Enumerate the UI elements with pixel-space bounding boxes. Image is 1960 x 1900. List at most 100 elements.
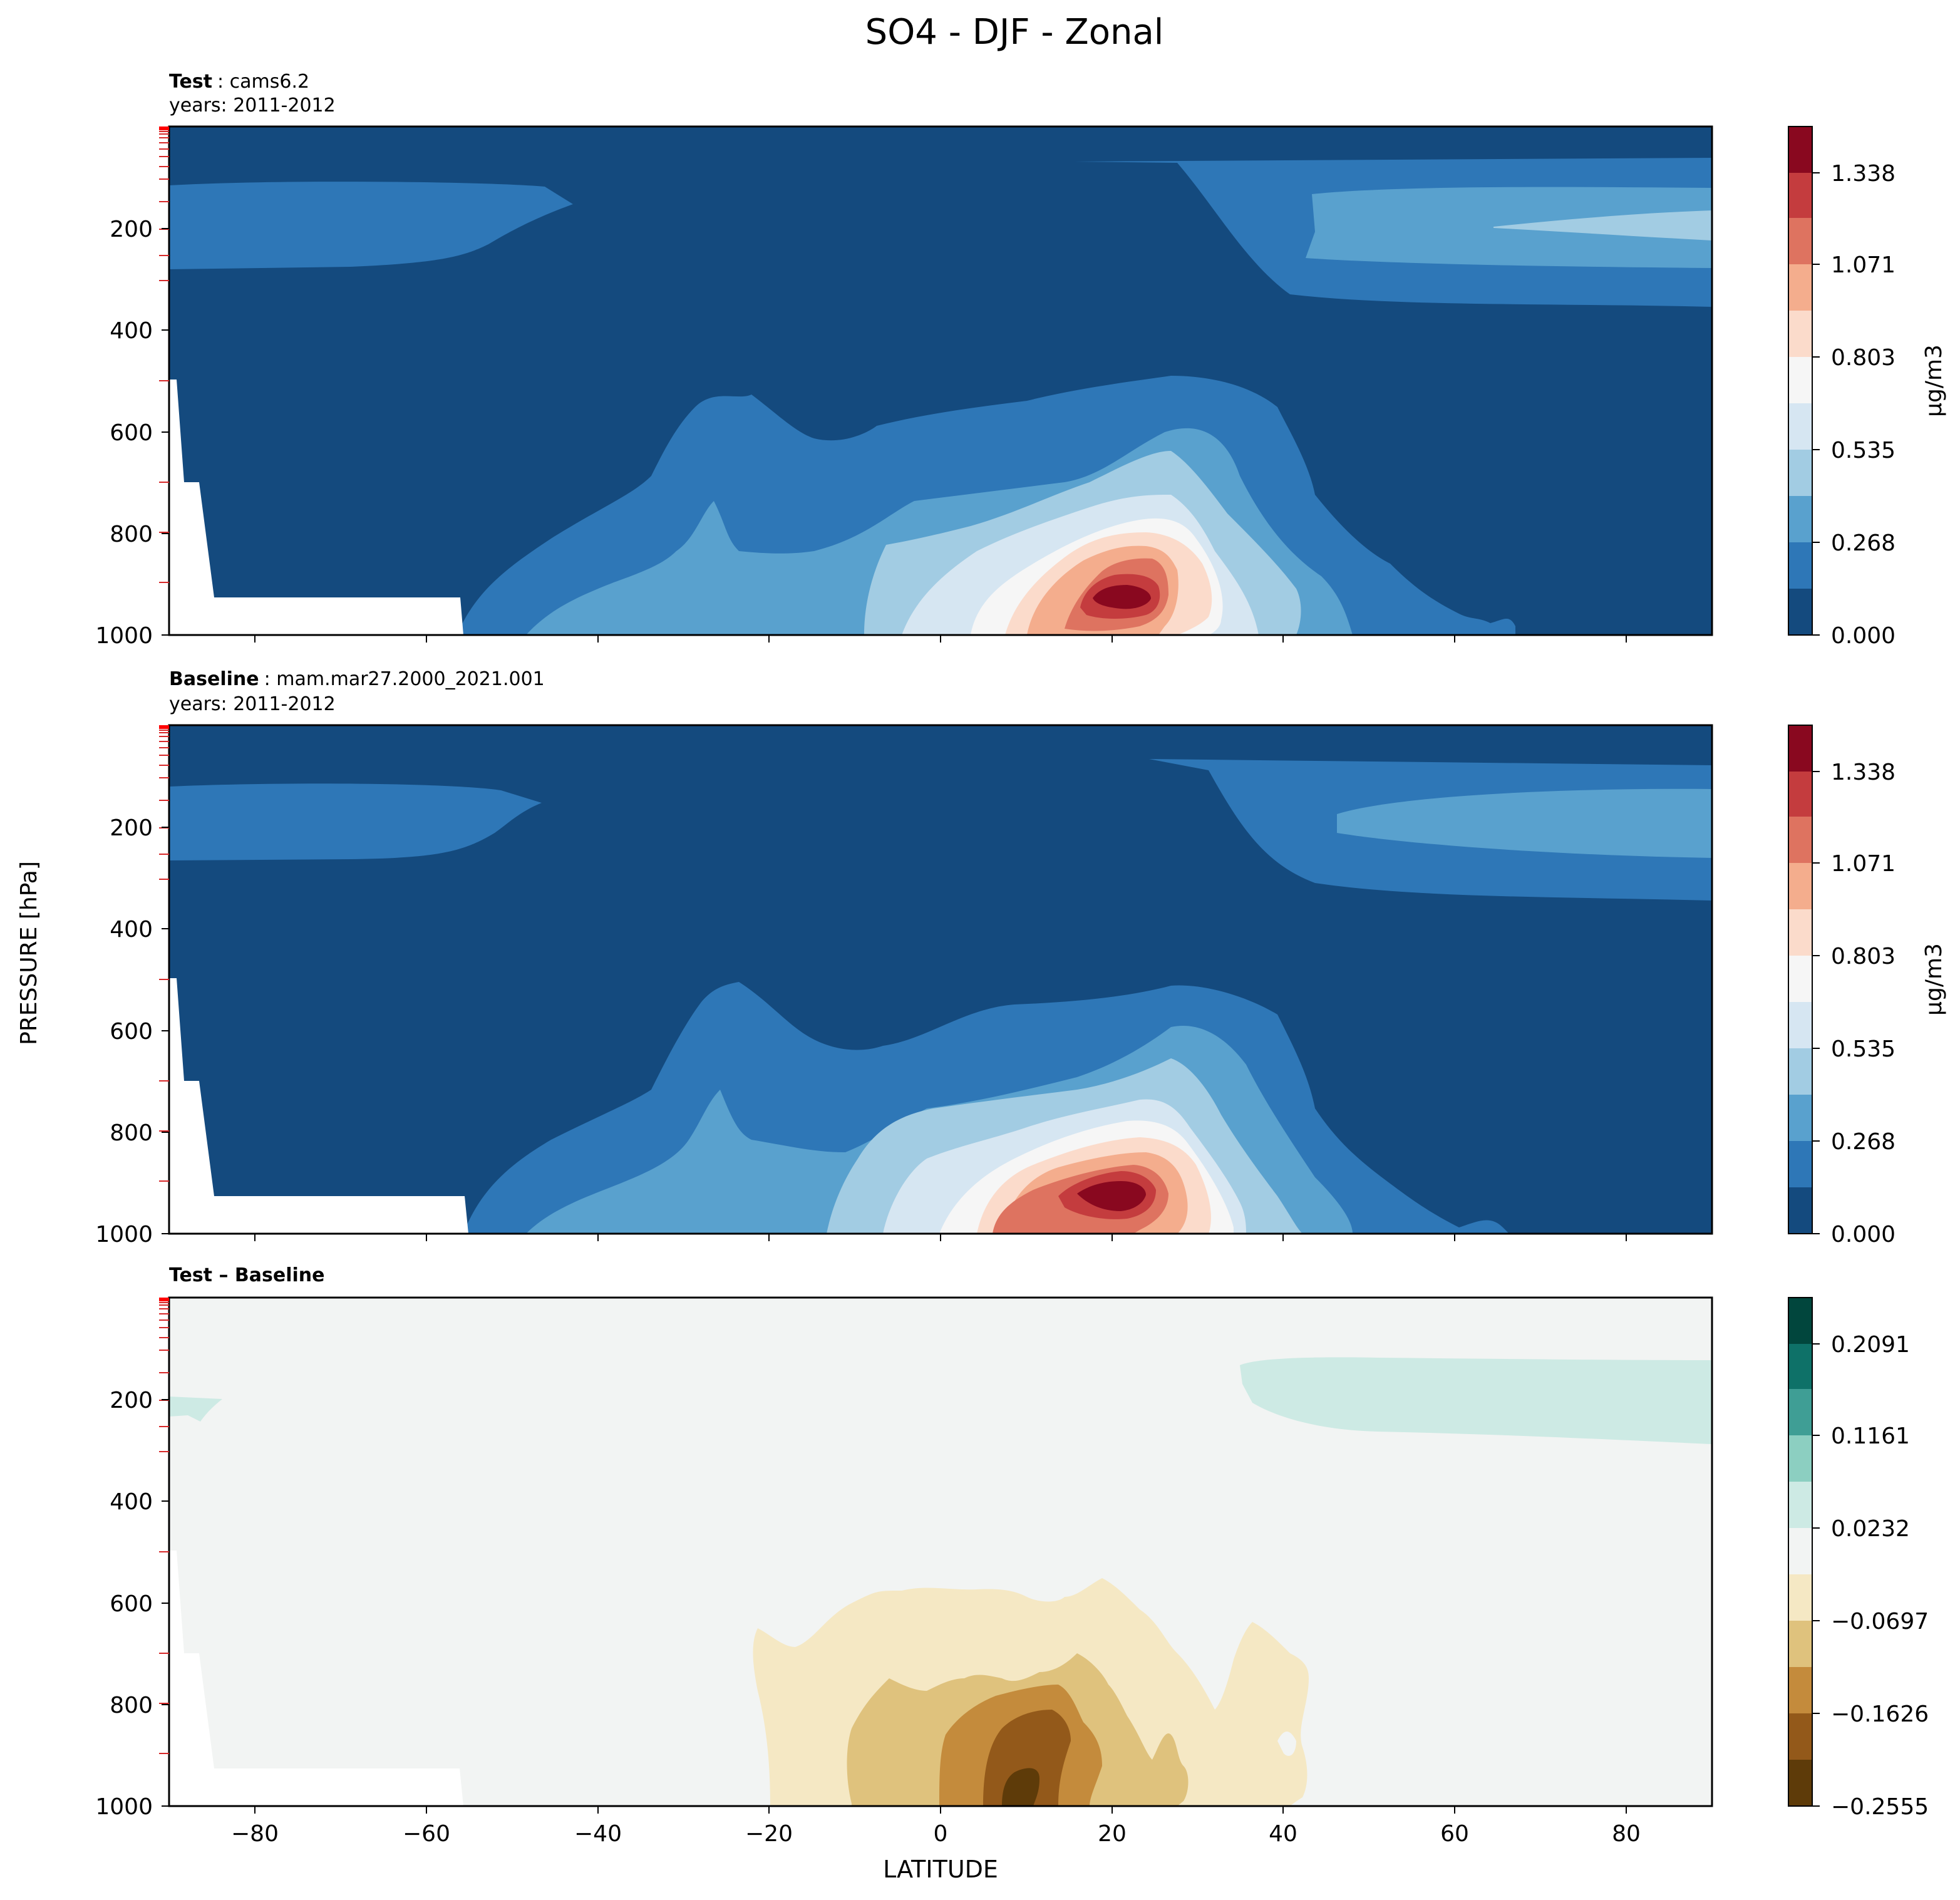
colorbar-band <box>1788 311 1812 357</box>
panel-test-top-marker <box>159 126 169 130</box>
colorbar-band <box>1788 496 1812 542</box>
panel-difference-level-markers <box>159 1299 169 1754</box>
contour-fill-level-1 <box>169 182 573 269</box>
panel-difference-top-marker <box>159 1298 169 1301</box>
colorbar-band <box>1788 1435 1812 1482</box>
panel-test-ytick-label: 600 <box>110 420 153 446</box>
panel-baseline-title-rest: : mam.mar27.2000_2021.001 <box>264 668 545 690</box>
colorbar-band <box>1788 1667 1812 1713</box>
colorbar-band <box>1788 173 1812 218</box>
colorbar-difference: −0.2555 −0.1626 −0.0697 0.0232 0.1161 0.… <box>1788 1297 1929 1820</box>
colorbar-tick-label: −0.1626 <box>1831 1701 1929 1727</box>
panel-test-ytick-label: 800 <box>110 522 153 547</box>
colorbar-tick-label: 1.338 <box>1831 760 1896 785</box>
panel-baseline-level-markers <box>159 727 169 1182</box>
colorbar-band <box>1788 1187 1812 1234</box>
panel-difference-ytick-label: 600 <box>110 1591 153 1617</box>
x-tick-label: 40 <box>1269 1821 1297 1847</box>
colorbar-band <box>1788 542 1812 589</box>
colorbar-band <box>1788 1095 1812 1141</box>
colorbar-baseline: 0.000 0.268 0.535 0.803 1.071 1.338 μg/m… <box>1788 725 1947 1247</box>
panel-test-title-rest: : cams6.2 <box>217 71 309 93</box>
panel-test-ytick-label: 200 <box>110 217 153 242</box>
colorbar-band <box>1788 1574 1812 1621</box>
contour-fill-neutral <box>1277 1732 1296 1756</box>
panel-test-title: Test: cams6.2 <box>169 71 309 93</box>
colorbar-tick-label: 0.803 <box>1831 345 1896 371</box>
colorbar-band <box>1788 956 1812 1002</box>
panel-test-level-markers <box>159 128 169 583</box>
surface-mask <box>169 978 468 1234</box>
colorbar-band <box>1788 1713 1812 1760</box>
colorbar-tick-label: 0.803 <box>1831 944 1896 969</box>
panel-baseline: Baseline: mam.mar27.2000_2021.001 years:… <box>95 668 1947 1247</box>
panel-difference-title: Test – Baseline <box>169 1264 325 1286</box>
panel-baseline-years: years: 2011-2012 <box>169 693 336 715</box>
panel-baseline-title-bold: Baseline <box>169 668 259 690</box>
surface-mask <box>169 1551 463 1806</box>
panel-baseline-ytick-label: 800 <box>110 1120 153 1146</box>
panel-baseline-title: Baseline: mam.mar27.2000_2021.001 <box>169 668 545 690</box>
colorbar-tick-label: −0.2555 <box>1831 1794 1929 1820</box>
panel-baseline-ytick-label: 200 <box>110 815 153 841</box>
surface-mask <box>169 379 463 635</box>
panel-baseline-contours <box>169 725 1712 1234</box>
colorbar-band <box>1788 772 1812 817</box>
colorbar-band <box>1788 863 1812 909</box>
figure-suptitle: SO4 - DJF - Zonal <box>865 12 1164 53</box>
panel-difference-yaxis <box>162 1399 169 1807</box>
colorbar-band <box>1788 218 1812 264</box>
colorbar-band <box>1788 264 1812 311</box>
colorbar-band <box>1788 1760 1812 1806</box>
panel-difference-ytick-label: 200 <box>110 1388 153 1413</box>
colorbar-tick-label: 1.071 <box>1831 851 1896 877</box>
colorbar-tick-label: 0.535 <box>1831 438 1896 463</box>
panel-difference-contours <box>169 1298 1712 1806</box>
panel-difference: Test – Baseline <box>95 1264 1929 1847</box>
contour-fill-positive <box>169 1397 222 1422</box>
contour-fill-neg-4 <box>983 1710 1071 1806</box>
colorbar-frame <box>1788 126 1813 636</box>
colorbar-tick-label: 0.0232 <box>1831 1516 1910 1542</box>
colorbar-tick-label: −0.0697 <box>1831 1609 1929 1634</box>
x-tick-label: 60 <box>1440 1821 1469 1847</box>
colorbar-tick-label: 0.535 <box>1831 1036 1896 1062</box>
colorbar-band <box>1788 1344 1812 1389</box>
colorbar-band <box>1788 1528 1812 1574</box>
colorbar-tick-label: 1.071 <box>1831 252 1896 278</box>
colorbar-band <box>1788 1048 1812 1095</box>
panel-test-years: years: 2011-2012 <box>169 95 336 116</box>
contour-fill-level-10 <box>1093 585 1151 609</box>
colorbar-tick-label: 1.338 <box>1831 161 1896 187</box>
colorbar-band <box>1788 403 1812 450</box>
colorbar-band <box>1788 357 1812 403</box>
colorbar-tick-label: 0.000 <box>1831 1222 1896 1247</box>
panel-difference-ytick-label: 1000 <box>95 1794 153 1820</box>
colorbar-band <box>1788 450 1812 496</box>
panel-test-contours <box>169 126 1712 635</box>
colorbar-band <box>1788 1621 1812 1667</box>
colorbar-band <box>1788 817 1812 863</box>
panel-difference-ytick-label: 400 <box>110 1489 153 1515</box>
panel-test-xticks <box>254 635 1627 643</box>
colorbar-band <box>1788 1298 1812 1344</box>
colorbar-band <box>1788 589 1812 635</box>
x-tick-label: 0 <box>934 1821 948 1847</box>
colorbar-tick-label: 0.268 <box>1831 530 1896 556</box>
colorbar-tick-label: 0.000 <box>1831 623 1896 649</box>
colorbar-band <box>1788 1002 1812 1048</box>
x-tick-label: −60 <box>403 1821 450 1847</box>
x-tick-label: 20 <box>1098 1821 1127 1847</box>
panel-baseline-xticks <box>254 1234 1627 1241</box>
colorbar-label: μg/m3 <box>1921 344 1947 417</box>
colorbar-frame <box>1788 1297 1813 1807</box>
colorbar-band <box>1788 725 1812 772</box>
colorbar-tick-label: 0.268 <box>1831 1129 1896 1155</box>
colorbar-tick-label: 0.1161 <box>1831 1423 1910 1449</box>
contour-fill-level-3 <box>1493 210 1712 240</box>
panel-test-ytick-label: 1000 <box>95 623 153 649</box>
colorbar-band <box>1788 1482 1812 1528</box>
x-axis-label: LATITUDE <box>883 1856 998 1883</box>
panel-baseline-top-marker <box>159 725 169 729</box>
